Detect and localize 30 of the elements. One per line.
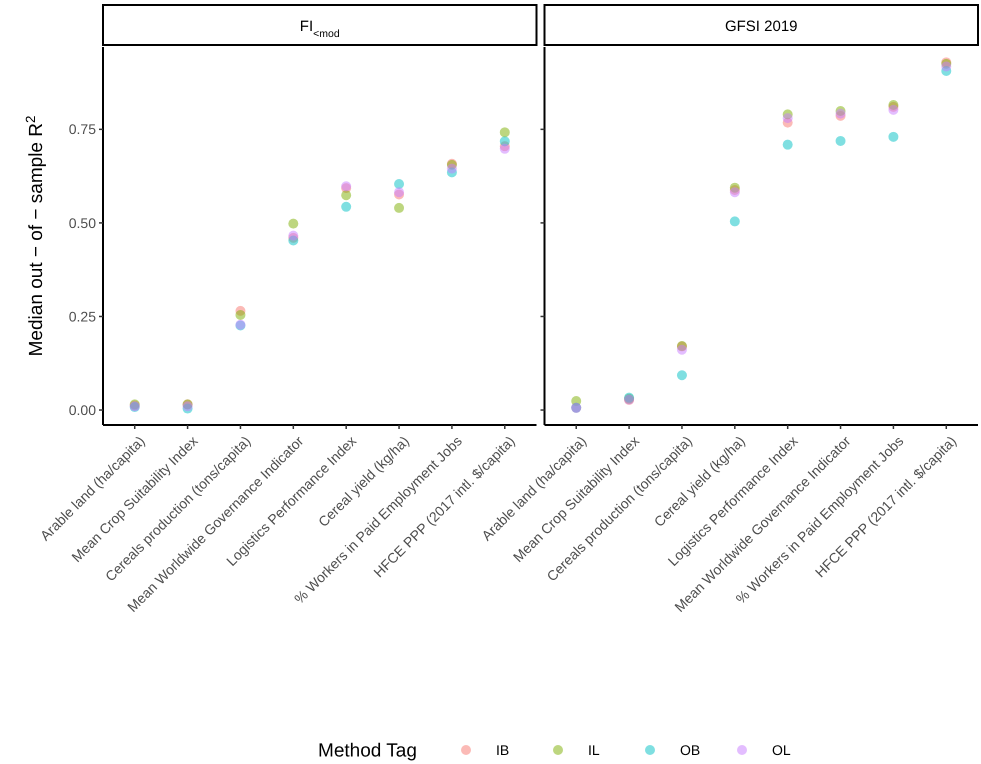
- point: [676, 370, 687, 380]
- y-tick-label: 0.75: [68, 121, 96, 138]
- point: [836, 136, 846, 146]
- legend-label: OB: [680, 742, 700, 758]
- point: [341, 190, 352, 200]
- point: [730, 216, 740, 226]
- point: [341, 202, 352, 212]
- point: [782, 140, 793, 150]
- point: [676, 344, 687, 355]
- point: [941, 61, 952, 72]
- legend-title: Method Tag: [318, 740, 417, 762]
- y-tick-label: 0.50: [68, 214, 96, 231]
- point: [288, 218, 298, 229]
- legend-label: IB: [496, 742, 510, 758]
- chart-title: FI$_{<mod}$: [300, 18, 340, 40]
- point: [500, 127, 510, 138]
- point: [446, 164, 457, 174]
- chart-title: GFSI 2019: [724, 18, 798, 35]
- legend-label: IL: [588, 742, 600, 758]
- point: [235, 310, 246, 320]
- point: [888, 132, 898, 142]
- point: [782, 113, 793, 124]
- point: [888, 104, 898, 115]
- point: [730, 187, 740, 198]
- point: [394, 202, 404, 213]
- point: [394, 178, 404, 189]
- y-tick-label: 0.25: [68, 308, 96, 324]
- legend-label: OL: [772, 742, 791, 758]
- point: [500, 144, 510, 154]
- y-tick-label: 0.00: [68, 402, 96, 418]
